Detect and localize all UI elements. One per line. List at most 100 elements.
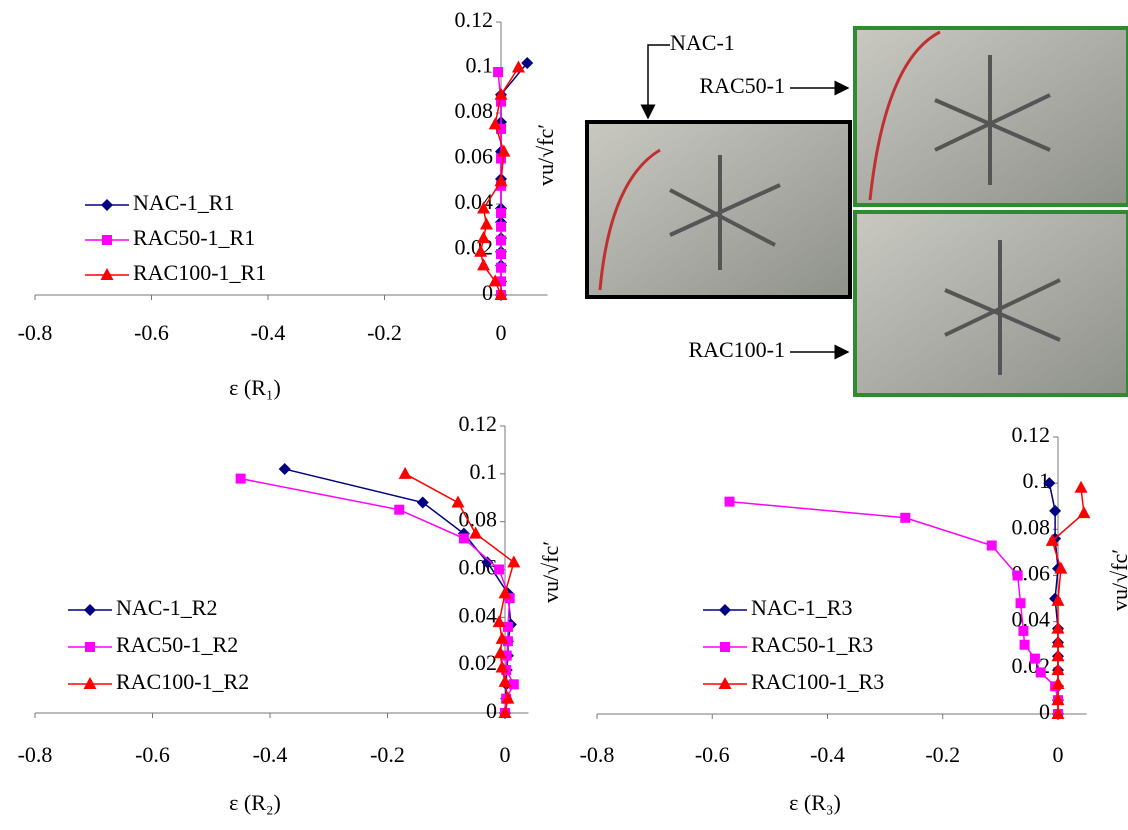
- y-axis-label: vu/√fc′: [1107, 549, 1128, 611]
- y-tick-label: 0.12: [459, 411, 498, 436]
- arrow: [640, 44, 670, 120]
- photo-label: RAC50-1: [699, 73, 785, 98]
- marker: [498, 674, 512, 687]
- marker: [278, 463, 291, 476]
- photo-apparatus: [669, 55, 1061, 375]
- marker: [469, 526, 483, 539]
- y-tick-label: 0.08: [455, 98, 494, 123]
- y-axis-label: vu/√fc′: [533, 124, 558, 186]
- legend-label: RAC100-1_R1: [133, 260, 266, 285]
- legend-label: RAC100-1_R3: [751, 669, 884, 694]
- photo-label: NAC-1: [670, 30, 735, 55]
- legend-label: RAC50-1_R1: [133, 225, 255, 250]
- marker: [719, 604, 731, 616]
- x-tick-label: 0: [496, 320, 507, 345]
- marker: [1051, 635, 1065, 648]
- x-tick-label: -0.6: [695, 742, 730, 767]
- marker: [496, 153, 506, 164]
- marker: [496, 249, 506, 260]
- marker: [1051, 693, 1065, 706]
- y-tick-label: 0: [1039, 699, 1050, 724]
- y-tick-label: 0.02: [459, 650, 498, 675]
- chart: -0.8 -0.6 -0.4 -0.2 000.020.040.060.080.10.1…: [580, 422, 1128, 815]
- x-axis-label: ε (R₂): [229, 790, 281, 815]
- y-tick-label: 0: [482, 280, 493, 305]
- y-tick-label: 0: [486, 698, 497, 723]
- marker: [720, 642, 730, 652]
- marker: [1054, 561, 1068, 574]
- legend-label: RAC100-1_R2: [116, 669, 249, 694]
- x-tick-label: -0.8: [18, 320, 53, 345]
- y-tick-label: 0.1: [1022, 468, 1050, 493]
- marker: [1051, 593, 1065, 606]
- marker: [85, 642, 95, 652]
- marker: [479, 217, 493, 230]
- legend-label: RAC50-1_R3: [751, 632, 873, 657]
- marker: [502, 636, 513, 647]
- marker: [458, 533, 469, 544]
- chart: -0.8 -0.6 -0.4 -0.2 000.020.040.060.080.10.1…: [18, 7, 558, 400]
- marker: [496, 276, 506, 287]
- marker: [496, 221, 506, 232]
- marker: [477, 231, 491, 244]
- marker: [394, 504, 405, 515]
- y-tick-label: 0.12: [455, 7, 494, 32]
- chart: -0.8 -0.6 -0.4 -0.2 000.020.040.060.080.10.1…: [18, 411, 563, 815]
- legend-label: NAC-1_R3: [751, 595, 852, 620]
- marker: [498, 586, 512, 599]
- marker: [1012, 570, 1023, 581]
- x-tick-label: 0: [1052, 742, 1063, 767]
- x-tick-label: -0.2: [925, 742, 960, 767]
- legend-label: NAC-1_R1: [133, 190, 234, 215]
- y-tick-label: 0.1: [470, 459, 498, 484]
- marker: [498, 706, 512, 718]
- marker: [494, 174, 508, 187]
- marker: [477, 201, 491, 214]
- y-tick-label: 0.04: [459, 602, 498, 627]
- photos: NAC-1 RAC50-1 RAC100-1: [585, 26, 1128, 397]
- marker: [986, 540, 997, 551]
- marker: [83, 677, 97, 689]
- marker: [102, 235, 112, 245]
- y-tick-label: 0.12: [1011, 422, 1050, 447]
- marker: [494, 564, 505, 575]
- marker: [1051, 621, 1065, 634]
- photo-label: RAC100-1: [688, 337, 785, 362]
- marker: [900, 512, 911, 523]
- marker: [501, 650, 512, 661]
- marker: [1045, 533, 1059, 546]
- marker: [451, 495, 465, 508]
- marker: [488, 117, 502, 130]
- marker: [1051, 707, 1065, 719]
- marker: [416, 496, 429, 509]
- marker: [718, 677, 732, 689]
- marker: [1051, 663, 1065, 676]
- marker: [1077, 506, 1091, 519]
- marker: [474, 244, 488, 257]
- marker: [488, 274, 502, 287]
- x-tick-label: -0.6: [134, 320, 169, 345]
- marker: [495, 631, 509, 644]
- marker: [1019, 639, 1030, 650]
- legend-label: NAC-1_R2: [116, 595, 217, 620]
- marker: [1051, 676, 1065, 689]
- marker: [1049, 504, 1062, 517]
- marker: [493, 67, 504, 78]
- x-tick-label: -0.4: [810, 742, 845, 767]
- marker: [496, 235, 506, 246]
- marker: [1018, 625, 1029, 636]
- x-tick-label: -0.8: [580, 742, 615, 767]
- x-tick-label: -0.4: [251, 320, 286, 345]
- y-tick-label: 0.1: [466, 53, 494, 78]
- legend-label: RAC50-1_R2: [116, 632, 238, 657]
- marker: [494, 288, 508, 300]
- marker: [492, 615, 506, 628]
- y-tick-label: 0.08: [1011, 514, 1050, 539]
- marker: [496, 262, 506, 273]
- marker: [497, 144, 511, 157]
- y-axis-label: vu/√fc′: [538, 541, 563, 603]
- x-tick-label: 0: [500, 742, 511, 767]
- marker: [1074, 480, 1088, 493]
- marker: [521, 56, 534, 69]
